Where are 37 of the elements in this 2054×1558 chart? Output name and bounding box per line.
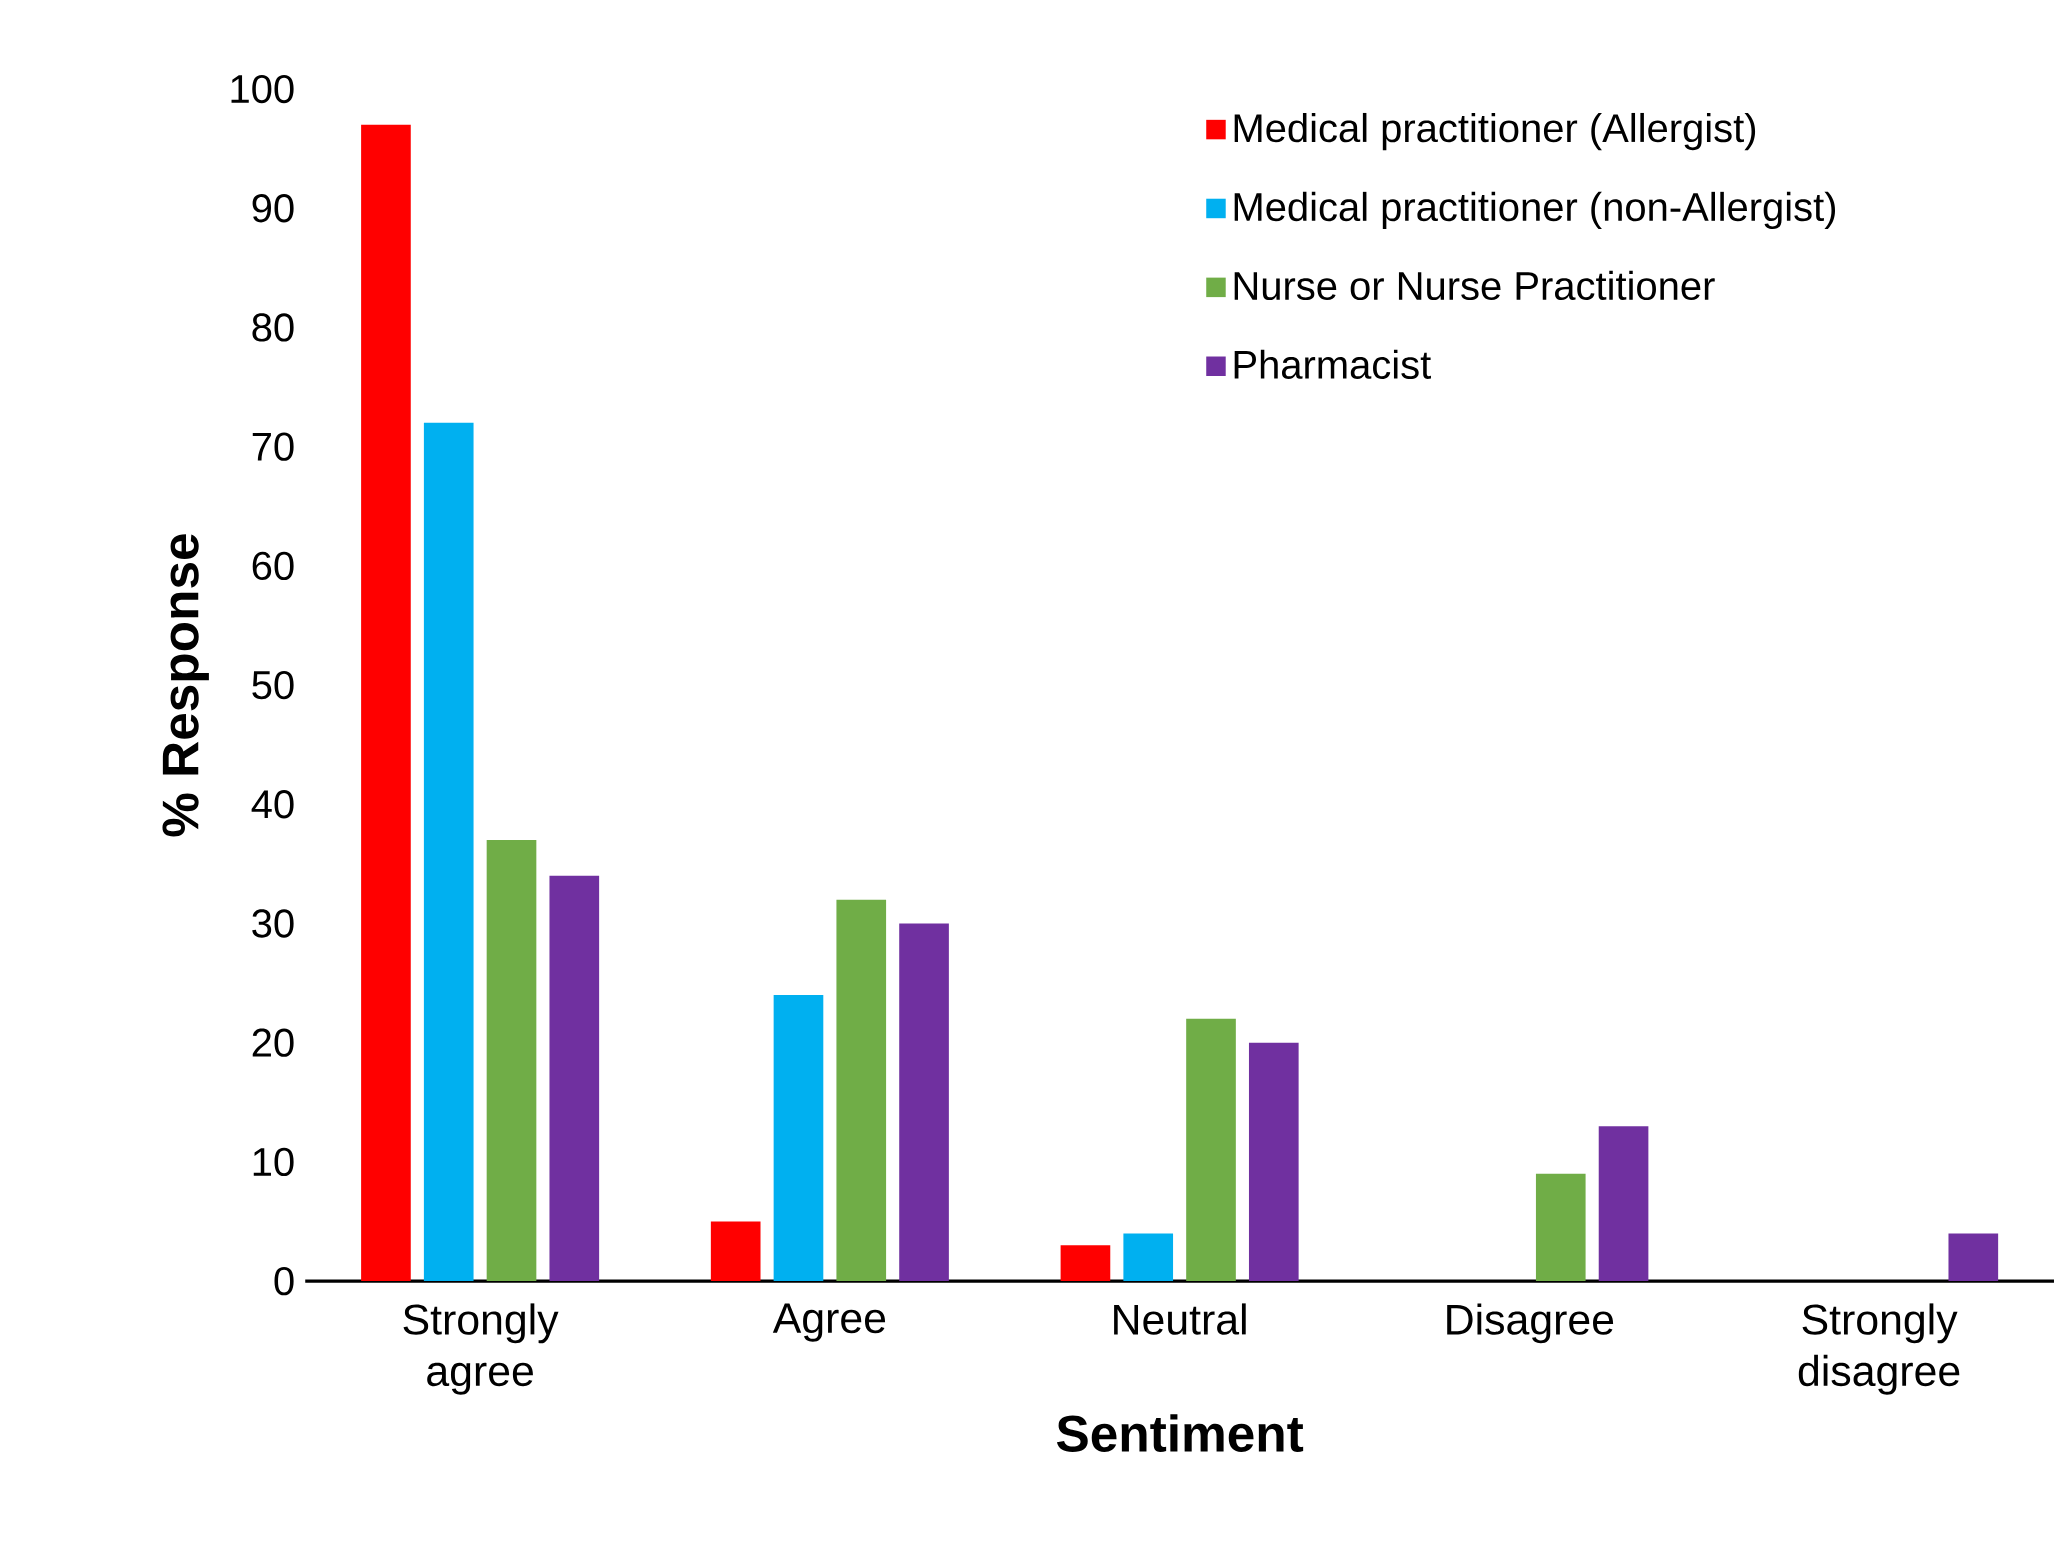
y-tick-label: 50 bbox=[252, 671, 294, 700]
bar bbox=[899, 923, 949, 1282]
y-tick-label: 20 bbox=[252, 1028, 294, 1058]
bar bbox=[710, 1221, 761, 1282]
bar bbox=[1948, 1233, 1999, 1282]
bar bbox=[836, 899, 887, 1282]
legend-label: Medical practitioner (non-Allergist) bbox=[1234, 192, 1836, 230]
bar bbox=[486, 840, 537, 1282]
y-tick-label: 10 bbox=[253, 1147, 294, 1177]
y-tick-label: 0 bbox=[274, 1267, 294, 1296]
bar bbox=[549, 876, 600, 1282]
y-tick-label: 100 bbox=[231, 75, 294, 104]
x-tick-label: Strongly agree bbox=[403, 1303, 559, 1395]
y-tick-label: 30 bbox=[252, 909, 294, 938]
x-tick-label: Agree bbox=[772, 1303, 886, 1342]
bar bbox=[361, 125, 411, 1282]
x-tick-label: Neutral bbox=[1114, 1303, 1246, 1336]
y-tick-label: 70 bbox=[252, 432, 294, 462]
bar bbox=[1123, 1233, 1174, 1282]
x-tick-label: Disagree bbox=[1447, 1303, 1614, 1344]
bar bbox=[1060, 1245, 1111, 1282]
bar bbox=[773, 995, 824, 1282]
bar bbox=[1598, 1126, 1649, 1282]
y-tick-label: 60 bbox=[252, 551, 294, 581]
bar bbox=[1248, 1042, 1299, 1282]
legend-label: Medical practitioner (Allergist) bbox=[1234, 113, 1756, 151]
bar bbox=[423, 423, 474, 1282]
legend-label: Nurse or Nurse Practitioner bbox=[1234, 270, 1715, 301]
x-axis-title: Sentiment bbox=[1056, 1414, 1304, 1453]
legend-label: Pharmacist bbox=[1234, 349, 1431, 380]
y-tick-label: 40 bbox=[251, 790, 294, 819]
bar bbox=[1186, 1019, 1236, 1282]
x-tick-label: Strongly disagree bbox=[1798, 1303, 1960, 1395]
y-axis-title: % Response bbox=[162, 534, 209, 837]
y-tick-label: 80 bbox=[252, 313, 294, 342]
bar bbox=[1535, 1174, 1586, 1282]
y-tick-label: 90 bbox=[252, 194, 294, 223]
